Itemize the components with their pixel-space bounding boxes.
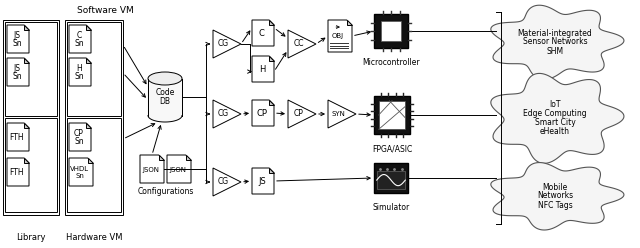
Text: Configurations: Configurations xyxy=(138,187,194,196)
Text: JSON: JSON xyxy=(142,166,159,173)
Text: C: C xyxy=(76,31,81,40)
Polygon shape xyxy=(288,100,316,128)
Polygon shape xyxy=(86,58,91,63)
FancyBboxPatch shape xyxy=(148,79,182,116)
Polygon shape xyxy=(186,155,191,160)
Text: Hardware VM: Hardware VM xyxy=(66,233,122,242)
Polygon shape xyxy=(213,100,241,128)
Text: Sn: Sn xyxy=(74,72,84,81)
FancyBboxPatch shape xyxy=(374,96,410,134)
Text: Code: Code xyxy=(156,88,175,97)
Text: Sn: Sn xyxy=(74,137,84,146)
Polygon shape xyxy=(252,168,274,194)
Polygon shape xyxy=(269,20,274,25)
FancyBboxPatch shape xyxy=(374,163,408,193)
Text: SHM: SHM xyxy=(547,47,564,56)
Polygon shape xyxy=(69,58,91,86)
Polygon shape xyxy=(328,100,356,128)
Polygon shape xyxy=(86,123,91,128)
Polygon shape xyxy=(159,155,164,160)
Polygon shape xyxy=(213,30,241,58)
Polygon shape xyxy=(7,158,29,186)
Polygon shape xyxy=(140,155,164,183)
Text: JSON: JSON xyxy=(170,166,186,173)
Polygon shape xyxy=(288,30,316,58)
Polygon shape xyxy=(24,158,29,163)
Polygon shape xyxy=(167,155,191,183)
Text: H: H xyxy=(259,65,265,74)
Text: FTH: FTH xyxy=(10,133,24,142)
Text: Networks: Networks xyxy=(537,191,573,200)
Polygon shape xyxy=(69,25,91,53)
Polygon shape xyxy=(24,25,29,30)
Text: Sn: Sn xyxy=(12,39,22,48)
Polygon shape xyxy=(7,58,29,86)
Text: H: H xyxy=(76,64,82,73)
Text: FPGA/ASIC: FPGA/ASIC xyxy=(372,144,412,153)
Polygon shape xyxy=(148,79,182,122)
Polygon shape xyxy=(86,25,91,30)
Text: Microcontroller: Microcontroller xyxy=(362,58,420,67)
Text: Simulator: Simulator xyxy=(372,203,410,212)
Text: CP: CP xyxy=(294,110,303,119)
Polygon shape xyxy=(347,20,352,25)
Polygon shape xyxy=(269,168,274,173)
Text: C: C xyxy=(259,29,265,38)
Polygon shape xyxy=(24,123,29,128)
Text: Smart City: Smart City xyxy=(534,118,575,127)
Text: IoT: IoT xyxy=(549,100,561,109)
Polygon shape xyxy=(491,162,624,230)
Text: Sensor Networks: Sensor Networks xyxy=(523,37,588,47)
Polygon shape xyxy=(213,168,241,196)
Text: OBJ: OBJ xyxy=(332,33,344,39)
Polygon shape xyxy=(24,58,29,63)
Ellipse shape xyxy=(148,72,182,85)
Text: Sn: Sn xyxy=(76,173,84,179)
Text: DB: DB xyxy=(159,97,170,106)
FancyBboxPatch shape xyxy=(374,14,408,48)
Polygon shape xyxy=(491,5,624,79)
Text: JS: JS xyxy=(258,177,266,186)
Polygon shape xyxy=(7,25,29,53)
Text: Library: Library xyxy=(16,233,45,242)
Text: CC: CC xyxy=(293,39,304,49)
Polygon shape xyxy=(69,123,91,151)
Text: eHealth: eHealth xyxy=(540,127,570,136)
Polygon shape xyxy=(69,158,93,186)
Text: Material-integrated: Material-integrated xyxy=(518,29,593,37)
Text: FTH: FTH xyxy=(10,168,24,177)
Polygon shape xyxy=(269,56,274,61)
Text: CG: CG xyxy=(218,39,229,49)
Text: JS: JS xyxy=(13,31,20,40)
Text: CP: CP xyxy=(257,109,268,118)
Polygon shape xyxy=(252,20,274,46)
Text: CP: CP xyxy=(74,129,84,138)
Polygon shape xyxy=(252,56,274,82)
Text: CG: CG xyxy=(218,178,229,186)
FancyBboxPatch shape xyxy=(377,171,405,189)
Text: JS: JS xyxy=(13,64,20,73)
Text: Sn: Sn xyxy=(74,39,84,48)
Polygon shape xyxy=(252,100,274,126)
Polygon shape xyxy=(491,73,624,163)
Text: Software VM: Software VM xyxy=(77,6,133,15)
Text: Mobile: Mobile xyxy=(542,183,568,191)
Text: CG: CG xyxy=(218,110,229,119)
FancyBboxPatch shape xyxy=(381,22,401,40)
Text: SYN: SYN xyxy=(332,111,346,117)
Polygon shape xyxy=(7,123,29,151)
Polygon shape xyxy=(328,20,352,52)
Polygon shape xyxy=(88,158,93,163)
Text: Edge Computing: Edge Computing xyxy=(523,109,587,118)
Text: Sn: Sn xyxy=(12,72,22,81)
FancyBboxPatch shape xyxy=(379,101,405,129)
Polygon shape xyxy=(269,100,274,105)
Text: VHDL: VHDL xyxy=(70,166,90,172)
Text: NFC Tags: NFC Tags xyxy=(538,200,572,210)
